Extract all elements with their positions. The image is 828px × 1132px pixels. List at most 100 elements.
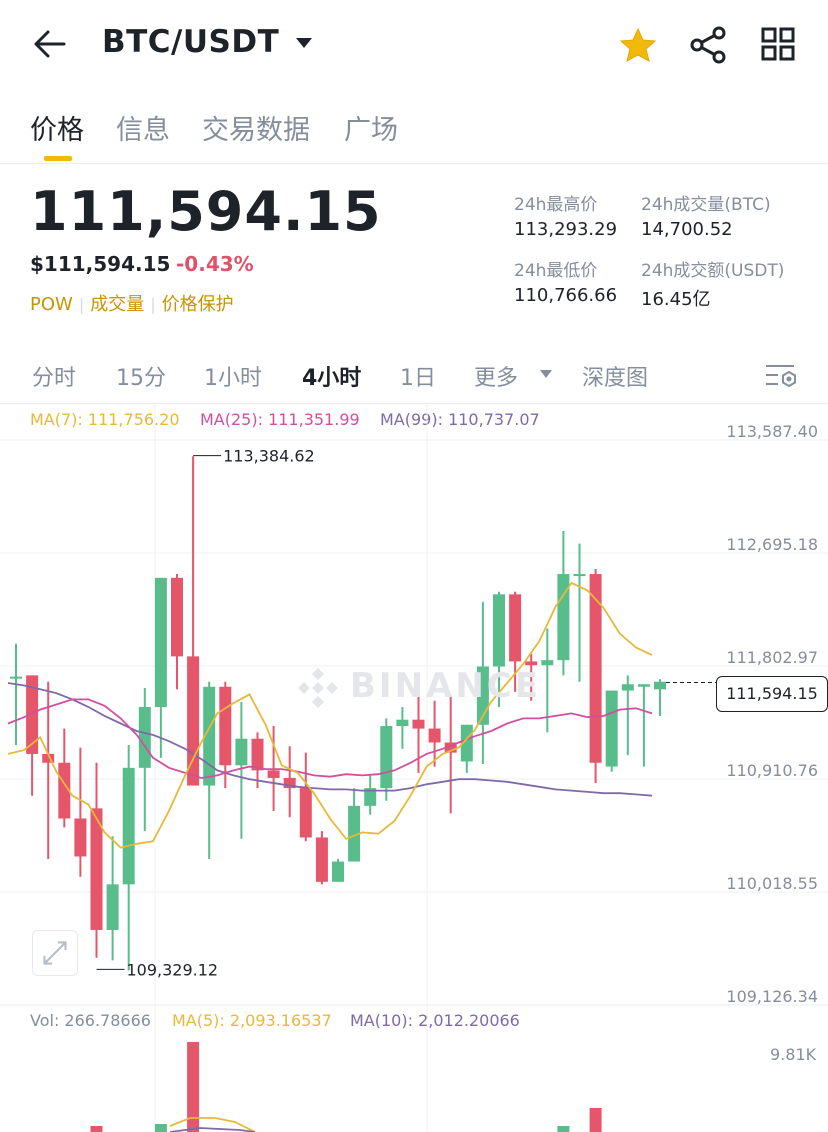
star-icon[interactable]: [618, 26, 658, 64]
ma7-line: [7, 581, 653, 849]
y-tick-label: 113,587.40: [726, 422, 818, 441]
volume-bar: [154, 1124, 167, 1132]
low-label: 24h最低价: [514, 261, 598, 281]
candle-body: [589, 574, 602, 763]
candle-body: [621, 684, 634, 691]
grid-menu-icon[interactable]: [760, 26, 796, 62]
binance-watermark: BINANCE: [350, 666, 541, 706]
interval-1h[interactable]: 1小时: [204, 366, 262, 391]
caret-down-icon[interactable]: [294, 36, 314, 50]
vol-btc-value: 14,700.52: [641, 219, 733, 240]
candle-body: [283, 777, 296, 789]
ma25-line: [7, 698, 653, 779]
binance-logo-icon: [298, 668, 338, 708]
tab-info[interactable]: 信息: [116, 115, 170, 146]
candle-body: [444, 742, 457, 753]
share-icon[interactable]: [688, 26, 728, 64]
hl-markers: 113,384.62 109,329.12: [96, 447, 716, 979]
candle-body: [428, 728, 441, 743]
candle-body: [493, 594, 505, 667]
depth-chart-tab[interactable]: 深度图: [582, 366, 649, 391]
back-arrow-icon[interactable]: [30, 26, 70, 62]
ma25-legend: MA(25): 111,351.99: [200, 410, 360, 429]
y-tick-label: 111,802.97: [726, 648, 818, 667]
chart-grid: [0, 405, 828, 1132]
last-price: 111,594.15: [30, 180, 382, 243]
candle-body: [251, 738, 264, 771]
candle-body: [654, 681, 666, 690]
candle-body: [26, 675, 39, 754]
candle-body: [332, 861, 344, 882]
current-price-label: 111,594.15: [716, 676, 828, 712]
more-caret-icon[interactable]: [540, 370, 552, 379]
vol-ma10-legend: MA(10): 2,012.20066: [350, 1011, 520, 1030]
candle-body: [42, 753, 55, 763]
candle-body: [74, 818, 87, 857]
ma99-line: [7, 682, 653, 797]
candle-body: [637, 684, 650, 687]
candle-body: [412, 719, 425, 729]
tab-square[interactable]: 广场: [344, 115, 398, 146]
volume-bar: [589, 1108, 602, 1132]
tab-trading-data[interactable]: 交易数据: [202, 115, 310, 146]
candle-body: [525, 661, 538, 666]
volume-bars: [90, 1042, 602, 1132]
candle-body: [605, 690, 618, 767]
interval-bar: 分时 15分 1小时 4小时 1日 更多 深度图: [0, 350, 828, 404]
candle-body: [10, 676, 22, 679]
y-tick-label: 112,695.18: [726, 535, 818, 554]
y-tick-label: 110,910.76: [726, 761, 818, 780]
low-marker-label: 109,329.12: [127, 960, 219, 979]
volume-bar: [90, 1126, 103, 1132]
volume-bar: [557, 1126, 570, 1132]
candle-body: [138, 707, 151, 768]
tab-price[interactable]: 价格: [30, 115, 84, 146]
high-value: 113,293.29: [514, 219, 618, 240]
vol-btc-label: 24h成交量(BTC): [641, 195, 771, 215]
tag-pow[interactable]: POW: [30, 294, 73, 315]
ma-lines: [7, 581, 653, 849]
high-label: 24h最高价: [514, 195, 598, 215]
price-change: -0.43%: [176, 252, 254, 276]
candle-body: [557, 574, 570, 661]
vol-max-label: 9.81K: [770, 1045, 817, 1064]
candle-body: [509, 594, 522, 662]
candle-body: [219, 686, 232, 766]
candle-body: [573, 574, 586, 577]
interval-more[interactable]: 更多: [474, 366, 519, 391]
candle-body: [348, 805, 361, 862]
ma7-legend: MA(7): 111,756.20: [30, 410, 180, 429]
tag-price-protection[interactable]: 价格保护: [161, 294, 234, 315]
interval-4h[interactable]: 4小时: [302, 366, 362, 391]
chart-settings-icon[interactable]: [764, 360, 798, 390]
ma99-legend: MA(99): 110,737.07: [380, 410, 540, 429]
fullscreen-button[interactable]: [32, 930, 78, 976]
expand-icon: [43, 941, 67, 965]
interval-1d[interactable]: 1日: [400, 366, 436, 391]
candle-body: [235, 738, 248, 766]
vol-ma5-line: [169, 1117, 256, 1132]
high-marker-label: 113,384.62: [223, 447, 315, 466]
pair-title[interactable]: BTC/USDT: [102, 24, 280, 60]
candle-body: [267, 770, 280, 778]
candlestick-chart[interactable]: 113,587.40 112,695.18 111,802.97 110,910.76…: [0, 405, 828, 1132]
candle-body: [203, 686, 216, 786]
tag-volume[interactable]: 成交量: [90, 294, 145, 315]
y-axis-ticks: 113,587.40 112,695.18 111,802.97 110,910.76…: [726, 422, 818, 1006]
y-tick-label: 109,126.34: [726, 987, 818, 1006]
active-tab-indicator: [44, 156, 72, 161]
candle-body: [364, 788, 377, 806]
candle-body: [106, 884, 119, 930]
candle-body: [460, 724, 473, 762]
volume-bar: [187, 1042, 200, 1132]
candle-body: [154, 577, 167, 708]
candle-body: [396, 719, 409, 727]
vol-usdt-value: 16.45亿: [641, 289, 711, 310]
candle-body: [380, 726, 393, 789]
vol-legend: Vol: 266.78666: [30, 1011, 151, 1030]
candle-body: [171, 577, 183, 657]
interval-15m[interactable]: 15分: [116, 366, 166, 391]
low-value: 110,766.66: [514, 285, 618, 306]
interval-time-share[interactable]: 分时: [32, 366, 77, 391]
candle-body: [299, 788, 312, 838]
